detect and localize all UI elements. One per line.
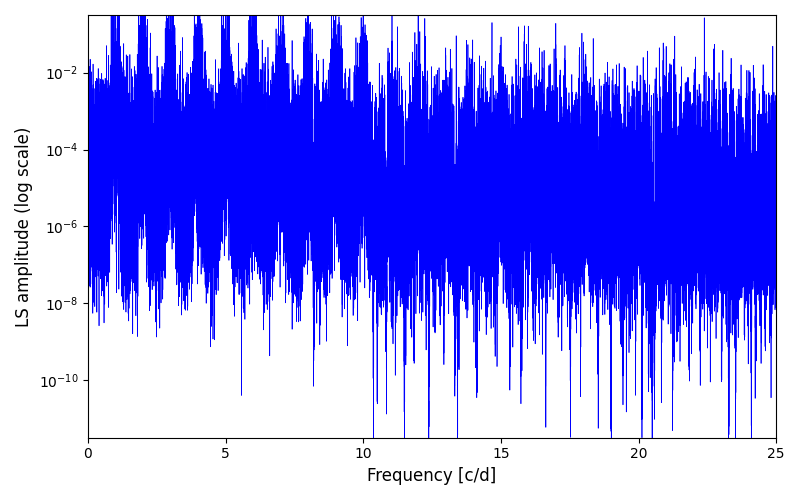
Y-axis label: LS amplitude (log scale): LS amplitude (log scale) xyxy=(15,126,33,326)
X-axis label: Frequency [c/d]: Frequency [c/d] xyxy=(367,467,497,485)
